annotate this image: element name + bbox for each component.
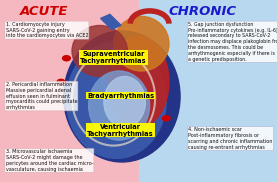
Text: CHRONIC: CHRONIC: [168, 5, 236, 17]
Text: 2. Pericardial inflammation
Massive pericardial adenal
effusion seen in fulminan: 2. Pericardial inflammation Massive peri…: [6, 82, 77, 110]
Ellipse shape: [114, 16, 169, 71]
Text: 3. Microvascular ischaemia
SARS-CoV-2 might damage the
pericytes around the card: 3. Microvascular ischaemia SARS-CoV-2 mi…: [6, 149, 93, 172]
Circle shape: [63, 56, 70, 61]
Circle shape: [57, 79, 65, 84]
Text: 5. Gap junction dysfunction
Pro-inflammatory cytokines (e.g. IL-6)
released seco: 5. Gap junction dysfunction Pro-inflamma…: [188, 22, 277, 62]
Text: 4. Non-ischaemic scar
Post-inflammatory fibrosis or
scarring and chronic inflamm: 4. Non-ischaemic scar Post-inflammatory …: [188, 127, 273, 150]
Text: Supraventricular
Tachyarrhythmias: Supraventricular Tachyarrhythmias: [80, 51, 147, 64]
Text: Ventricular
Tachyarrhythmias: Ventricular Tachyarrhythmias: [87, 124, 154, 137]
FancyArrow shape: [101, 14, 121, 29]
Ellipse shape: [108, 36, 169, 127]
Ellipse shape: [64, 31, 180, 162]
Ellipse shape: [89, 71, 150, 140]
Ellipse shape: [72, 25, 127, 76]
Text: 1. Cardiomyocyte injury
SARS-CoV-2 gaining entry
into the cardiomyocytes via ACE: 1. Cardiomyocyte injury SARS-CoV-2 gaini…: [6, 22, 88, 38]
Bar: [138, 0, 277, 182]
Circle shape: [162, 116, 170, 121]
Text: ACUTE: ACUTE: [20, 5, 68, 17]
Text: Bradyarrhythmias: Bradyarrhythmias: [87, 93, 154, 98]
Bar: [0, 0, 138, 182]
Ellipse shape: [66, 42, 166, 158]
Ellipse shape: [104, 76, 145, 127]
